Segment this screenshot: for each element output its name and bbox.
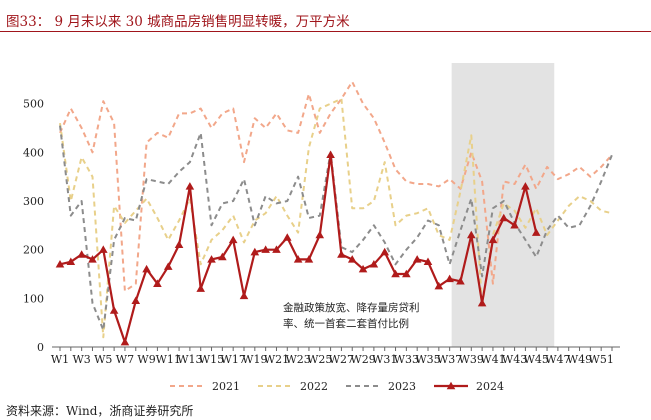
x-tick-label: W51	[589, 353, 614, 366]
x-tick-label: W31	[372, 353, 397, 366]
y-axis-labels: 0 100 200 300 400 500	[23, 98, 44, 354]
x-tick-label: W33	[394, 353, 419, 366]
data-point-2024	[98, 245, 108, 253]
series-line-2022	[59, 97, 613, 339]
y-tick-label: 300	[23, 195, 44, 208]
data-point-2024	[174, 240, 184, 249]
x-tick-label: W15	[199, 353, 224, 366]
y-tick-label: 500	[23, 98, 44, 111]
data-point-2024	[510, 221, 519, 229]
x-axis-ticks	[59, 347, 613, 351]
legend-marker-2024	[446, 381, 456, 390]
x-tick-label: W1	[51, 353, 69, 366]
data-point-2024	[207, 255, 216, 263]
series-line-2021	[59, 80, 613, 292]
data-point-2024	[380, 247, 390, 256]
title-underline	[0, 31, 651, 32]
data-point-2024	[293, 255, 303, 263]
y-tick-label: 100	[23, 292, 44, 305]
y-tick-label: 0	[37, 341, 44, 354]
data-point-2024	[261, 245, 270, 253]
data-point-2024	[347, 255, 357, 263]
data-point-2024	[239, 291, 249, 300]
data-point-2024	[531, 228, 541, 236]
data-point-2024	[477, 298, 487, 307]
x-axis-labels: W1 W3 W5 W7 W9 W11W13W15W17W19W21W23W25W27W29…	[51, 353, 614, 366]
x-tick-label: W25	[307, 353, 332, 366]
data-point-2024	[358, 264, 368, 273]
x-tick-label: W45	[524, 353, 549, 366]
data-point-2024	[66, 257, 76, 266]
x-tick-label: W17	[221, 353, 246, 366]
data-point-2024	[402, 269, 411, 278]
data-point-2024	[445, 274, 454, 283]
x-tick-label: W7	[116, 353, 134, 366]
data-point-2024	[304, 255, 314, 263]
y-tick-label: 200	[23, 244, 44, 257]
x-tick-label: W35	[415, 353, 440, 366]
data-point-2024	[153, 279, 162, 287]
data-point-2024	[521, 182, 530, 190]
data-point-2024	[282, 233, 292, 241]
legend-label-2023: 2023	[388, 380, 416, 393]
data-point-2024	[185, 182, 195, 190]
data-point-2024	[218, 252, 227, 261]
data-point-2024	[109, 306, 119, 314]
x-tick-label: W9	[137, 353, 155, 366]
x-tick-label: W47	[545, 353, 570, 366]
x-tick-label: W13	[177, 353, 202, 366]
x-tick-label: W27	[329, 353, 354, 366]
data-point-2024	[142, 264, 151, 273]
x-tick-label: W39	[459, 353, 484, 366]
x-tick-label: W23	[285, 353, 310, 366]
data-point-2024	[466, 230, 476, 239]
x-tick-label: W21	[264, 353, 289, 366]
data-point-2024	[456, 277, 465, 285]
data-point-2024	[250, 247, 260, 256]
data-point-2024	[326, 150, 335, 158]
legend-label-2022: 2022	[300, 380, 328, 393]
data-point-2024	[196, 284, 206, 292]
x-tick-label: W5	[94, 353, 112, 366]
annotation: 金融政策放宽、降存量房贷利 率、统一首套二套首付比例	[283, 301, 420, 330]
figure-title: 图33： 9 月末以来 30 城商品房销售明显转暖，万平方米	[6, 14, 350, 30]
data-point-2024	[228, 235, 238, 244]
data-point-2024	[434, 281, 444, 290]
data-point-2024	[88, 255, 97, 263]
series-layer	[55, 80, 613, 346]
data-point-2024	[120, 337, 130, 346]
y-tick-label: 400	[23, 146, 44, 159]
data-point-2024	[272, 245, 281, 253]
data-point-2024	[488, 235, 498, 244]
source-note: 资料来源：Wind，浙商证券研究所	[6, 404, 194, 418]
annotation-line-2: 率、统一首套二套首付比例	[283, 317, 409, 330]
legend: 2021 2022 2023 2024	[170, 380, 504, 393]
legend-label-2021: 2021	[212, 380, 240, 393]
data-point-2024	[163, 262, 173, 270]
x-tick-label: W43	[502, 353, 527, 366]
data-point-2024	[423, 257, 433, 266]
x-tick-label: W49	[567, 353, 592, 366]
data-point-2024	[55, 259, 65, 268]
x-tick-label: W3	[72, 353, 90, 366]
data-point-2024	[499, 213, 509, 222]
series-line-2023	[59, 125, 613, 331]
x-tick-label: W37	[437, 353, 462, 366]
data-point-2024	[369, 259, 379, 268]
annotation-line-1: 金融政策放宽、降存量房贷利	[283, 301, 420, 314]
legend-label-2024: 2024	[476, 380, 504, 393]
data-point-2024	[131, 296, 141, 304]
x-tick-label: W29	[350, 353, 375, 366]
data-point-2024	[391, 269, 400, 278]
data-point-2024	[337, 250, 346, 258]
data-point-2024	[77, 250, 86, 258]
x-tick-label: W41	[480, 353, 505, 366]
x-tick-label: W11	[156, 353, 181, 366]
data-point-2024	[315, 230, 325, 239]
data-point-2024	[412, 255, 422, 263]
x-tick-label: W19	[242, 353, 267, 366]
